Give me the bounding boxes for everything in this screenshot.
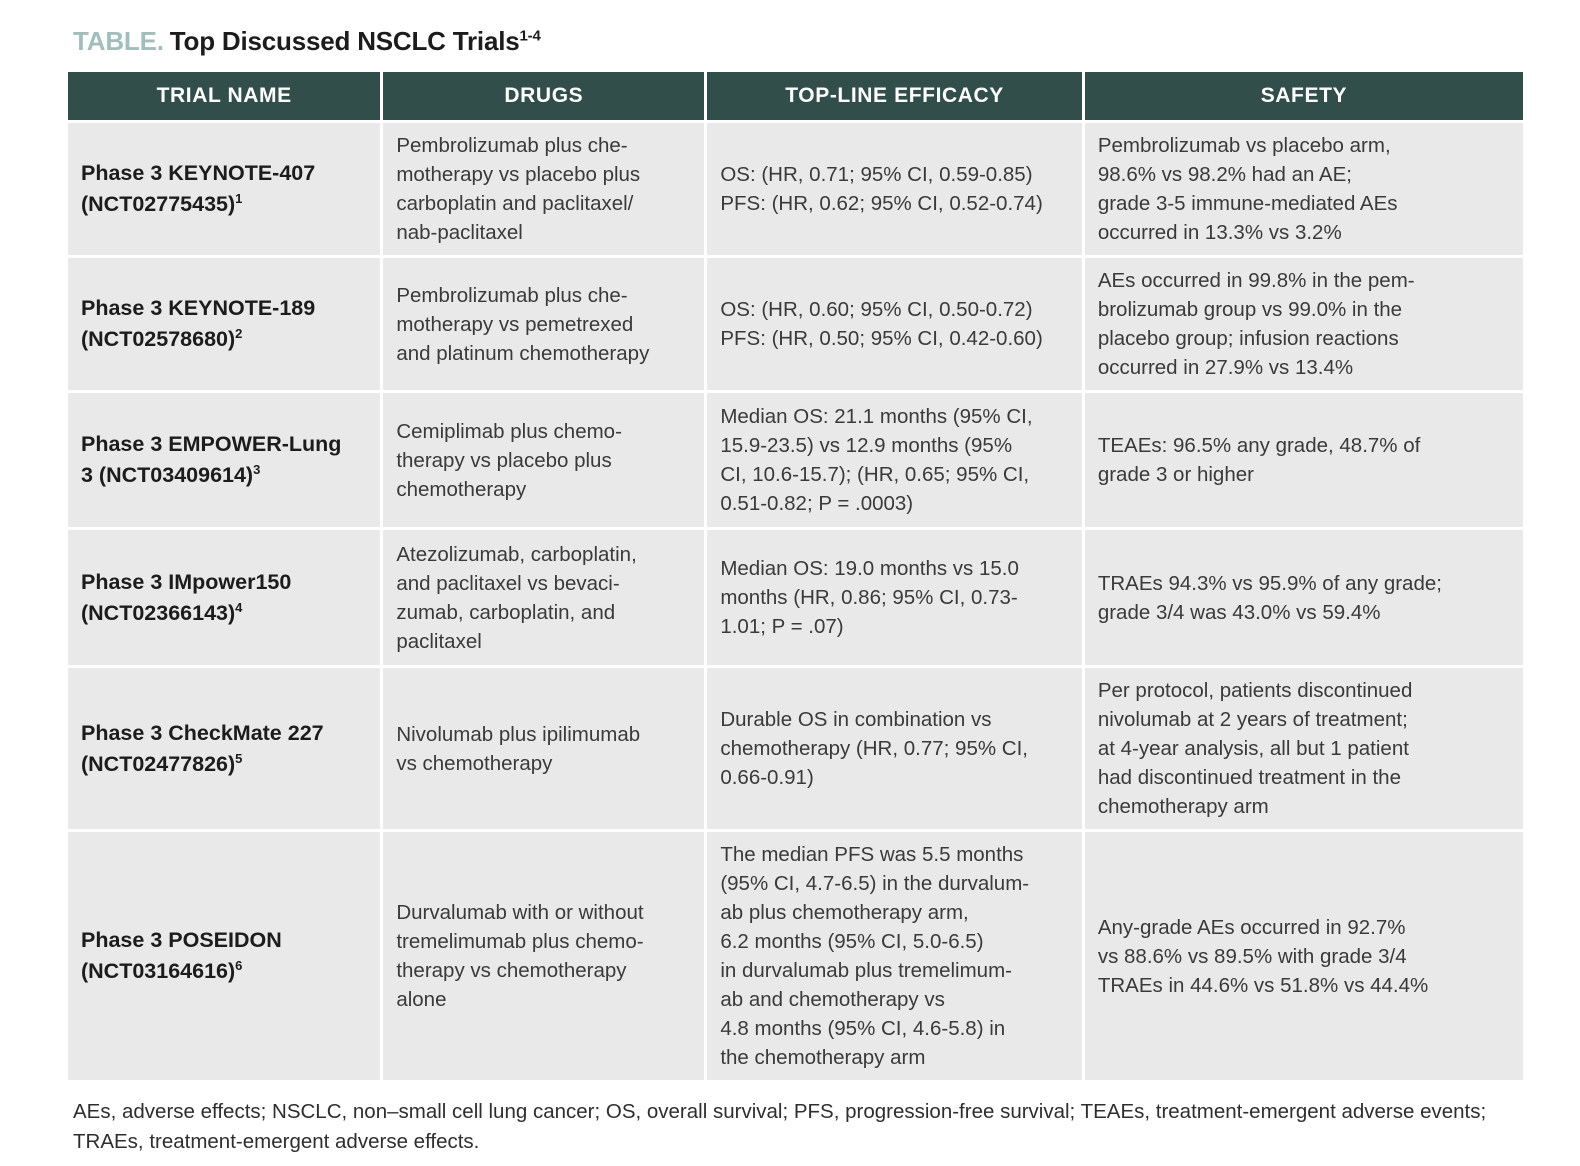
- trial-reference: 5: [235, 750, 243, 766]
- table-row: Phase 3 KEYNOTE-189 (NCT02578680)2 Pembr…: [68, 258, 1523, 390]
- table-row: Phase 3 EMPOWER-Lung 3 (NCT03409614)3 Ce…: [68, 393, 1523, 527]
- efficacy-cell: OS: (HR, 0.71; 95% CI, 0.59-0.85) PFS: (…: [707, 123, 1082, 255]
- trial-name: Phase 3 CheckMate 227 (NCT02477826): [81, 720, 324, 776]
- trial-name: Phase 3 EMPOWER-Lung 3 (NCT03409614): [81, 432, 342, 487]
- trial-name-cell: Phase 3 POSEIDON (NCT03164616)6: [68, 832, 381, 1080]
- table-row: Phase 3 CheckMate 227 (NCT02477826)5 Niv…: [68, 668, 1523, 829]
- drugs-cell: Cemiplimab plus chemo- therapy vs placeb…: [383, 393, 705, 527]
- table-kicker-label: TABLE.: [73, 26, 164, 56]
- table-row: Phase 3 IMpower150 (NCT02366143)4 Atezol…: [68, 530, 1523, 665]
- trials-table: TRIAL NAME DRUGS TOP-LINE EFFICACY SAFET…: [65, 69, 1526, 1083]
- table-title: TABLE. Top Discussed NSCLC Trials1-4: [73, 26, 1526, 57]
- header-row: TRIAL NAME DRUGS TOP-LINE EFFICACY SAFET…: [68, 72, 1523, 120]
- safety-cell: Pembrolizumab vs placebo arm, 98.6% vs 9…: [1084, 123, 1523, 255]
- drugs-cell: Atezolizumab, carboplatin, and paclitaxe…: [383, 530, 705, 665]
- trial-name: Phase 3 POSEIDON (NCT03164616): [81, 928, 282, 983]
- trial-name-cell: Phase 3 KEYNOTE-407 (NCT02775435)1: [68, 123, 381, 255]
- trial-name: Phase 3 IMpower150 (NCT02366143): [81, 569, 292, 625]
- column-header-safety: SAFETY: [1084, 72, 1523, 120]
- trial-reference: 6: [235, 957, 243, 973]
- safety-cell: TEAEs: 96.5% any grade, 48.7% of grade 3…: [1084, 393, 1523, 527]
- drugs-cell: Pembrolizumab plus che- motherapy vs pem…: [383, 258, 705, 390]
- abbreviations-footnote: AEs, adverse effects; NSCLC, non–small c…: [73, 1100, 1487, 1153]
- efficacy-cell: Median OS: 21.1 months (95% CI, 15.9-23.…: [707, 393, 1082, 527]
- trial-reference: 1: [235, 190, 243, 206]
- trial-reference: 2: [235, 325, 243, 341]
- trial-reference: 3: [253, 461, 261, 477]
- drugs-cell: Pembrolizumab plus che- motherapy vs pla…: [383, 123, 705, 255]
- drugs-cell: Durvalumab with or without tremelimumab …: [383, 832, 705, 1080]
- trial-name: Phase 3 KEYNOTE-407 (NCT02775435): [81, 161, 316, 216]
- trial-name-cell: Phase 3 IMpower150 (NCT02366143)4: [68, 530, 381, 665]
- table-title-reference: 1-4: [519, 27, 541, 45]
- column-header-trial-name: TRIAL NAME: [68, 72, 381, 120]
- table-title-text: Top Discussed NSCLC Trials: [169, 26, 520, 56]
- safety-cell: Per protocol, patients discontinued nivo…: [1084, 668, 1523, 829]
- trial-reference: 4: [235, 599, 243, 615]
- trial-name: Phase 3 KEYNOTE-189 (NCT02578680): [81, 296, 316, 351]
- table-row: Phase 3 KEYNOTE-407 (NCT02775435)1 Pembr…: [68, 123, 1523, 255]
- efficacy-cell: OS: (HR, 0.60; 95% CI, 0.50-0.72) PFS: (…: [707, 258, 1082, 390]
- trial-name-cell: Phase 3 EMPOWER-Lung 3 (NCT03409614)3: [68, 393, 381, 527]
- column-header-drugs: DRUGS: [383, 72, 705, 120]
- column-header-efficacy: TOP-LINE EFFICACY: [707, 72, 1082, 120]
- efficacy-cell: The median PFS was 5.5 months (95% CI, 4…: [707, 832, 1082, 1080]
- safety-cell: Any-grade AEs occurred in 92.7% vs 88.6%…: [1084, 832, 1523, 1080]
- trial-name-cell: Phase 3 KEYNOTE-189 (NCT02578680)2: [68, 258, 381, 390]
- drugs-cell: Nivolumab plus ipilimumab vs chemotherap…: [383, 668, 705, 829]
- safety-cell: AEs occurred in 99.8% in the pem- broliz…: [1084, 258, 1523, 390]
- table-row: Phase 3 POSEIDON (NCT03164616)6 Durvalum…: [68, 832, 1523, 1080]
- safety-cell: TRAEs 94.3% vs 95.9% of any grade; grade…: [1084, 530, 1523, 665]
- efficacy-cell: Median OS: 19.0 months vs 15.0 months (H…: [707, 530, 1082, 665]
- efficacy-cell: Durable OS in combination vs chemotherap…: [707, 668, 1082, 829]
- trial-name-cell: Phase 3 CheckMate 227 (NCT02477826)5: [68, 668, 381, 829]
